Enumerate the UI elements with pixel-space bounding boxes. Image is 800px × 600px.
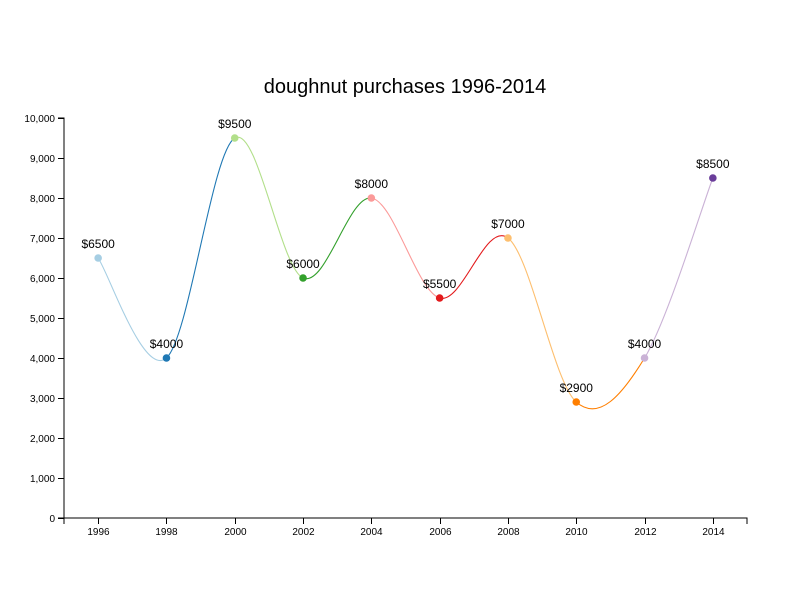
y-tick-label: 10,000 xyxy=(24,114,55,125)
data-point xyxy=(299,274,307,282)
x-axis-line xyxy=(63,517,748,524)
data-label: $8500 xyxy=(696,157,730,171)
data-point xyxy=(367,194,376,202)
data-point xyxy=(435,294,444,302)
x-tick-label: 2004 xyxy=(360,527,383,538)
data-label: $2900 xyxy=(560,381,594,395)
line-segment xyxy=(166,137,236,359)
x-tick-label: 2008 xyxy=(497,527,520,538)
data-point xyxy=(572,398,581,406)
x-axis: 1996 1998 2000 2002 2004 2006 2008 2010 2012 2014 xyxy=(63,517,748,538)
x-tick-label: 2010 xyxy=(565,527,588,538)
line-segment xyxy=(371,197,440,299)
y-tick-label: 1,000 xyxy=(30,474,55,485)
line-segment xyxy=(234,136,304,279)
y-tick-label: 8,000 xyxy=(30,194,55,205)
data-point xyxy=(162,354,171,362)
data-labels: $6500 $4000 $9500 $6000 $8000 $5500 $7000 $2900… xyxy=(81,117,729,395)
data-point xyxy=(230,134,239,142)
x-tick-label: 2000 xyxy=(224,527,247,538)
y-tick-label: 2,000 xyxy=(30,434,55,445)
x-tick-label: 2006 xyxy=(429,527,452,538)
x-tick-label: 1996 xyxy=(87,527,110,538)
data-label: $6500 xyxy=(81,237,115,251)
data-label: $4000 xyxy=(628,337,662,351)
data-label: $4000 xyxy=(150,337,184,351)
data-label: $6000 xyxy=(286,257,320,271)
y-tick-label: 0 xyxy=(49,514,55,525)
y-tick-label: 7,000 xyxy=(30,234,55,245)
data-label: $5500 xyxy=(423,277,457,291)
x-tick-label: 2012 xyxy=(634,527,657,538)
y-axis: 0 1,000 2,000 3,000 4,000 5,000 6,000 7,000 8,00… xyxy=(24,114,65,525)
y-tick-label: 4,000 xyxy=(30,354,55,365)
chart-title: doughnut purchases 1996-2014 xyxy=(264,76,546,98)
line-segment xyxy=(575,357,646,410)
line-segment xyxy=(97,257,167,362)
data-point xyxy=(94,254,102,262)
line-segment xyxy=(644,177,714,359)
x-tick-label: 1998 xyxy=(155,527,178,538)
data-points xyxy=(94,134,717,406)
y-tick-label: 6,000 xyxy=(30,274,55,285)
line-segments xyxy=(97,136,714,410)
line-segment xyxy=(439,235,509,299)
y-tick-label: 3,000 xyxy=(30,394,55,405)
x-tick-label: 2014 xyxy=(702,527,725,538)
data-point xyxy=(640,354,649,362)
data-label: $9500 xyxy=(218,117,252,131)
data-point xyxy=(709,174,717,182)
line-segment xyxy=(302,197,372,280)
data-label: $7000 xyxy=(491,217,525,231)
x-tick-label: 2002 xyxy=(292,527,315,538)
y-tick-label: 9,000 xyxy=(30,154,55,165)
data-label: $8000 xyxy=(355,177,389,191)
data-point xyxy=(504,234,512,242)
y-tick-label: 5,000 xyxy=(30,314,55,325)
line-segment xyxy=(507,237,577,403)
